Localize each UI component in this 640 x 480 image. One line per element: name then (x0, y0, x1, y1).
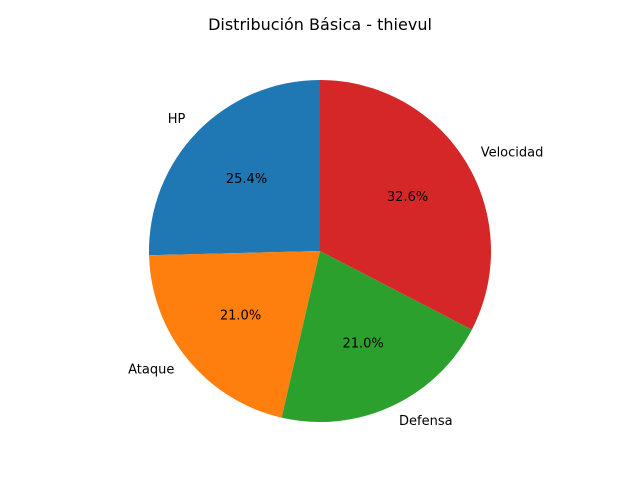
pct-label-velocidad: 32.6% (387, 190, 428, 205)
chart-title: Distribución Básica - thievul (208, 15, 432, 34)
pie-slices (148, 80, 491, 422)
pct-label-defensa: 21.0% (342, 337, 383, 352)
slice-label-velocidad: Velocidad (481, 146, 544, 161)
pie-labels: HP 25.4% Ataque 21.0% Defensa 21.0% Velocidad 3… (128, 112, 543, 429)
slice-label-defensa: Defensa (399, 414, 453, 429)
pie-slice-ataque (149, 251, 320, 418)
pie-slice-velocidad (320, 80, 491, 330)
pie-slice-defensa (281, 251, 472, 422)
pie-slice-hp (148, 80, 320, 256)
pct-label-ataque: 21.0% (220, 308, 261, 323)
slice-label-ataque: Ataque (128, 362, 174, 377)
pct-label-hp: 25.4% (226, 172, 267, 187)
slice-label-hp: HP (168, 112, 186, 127)
